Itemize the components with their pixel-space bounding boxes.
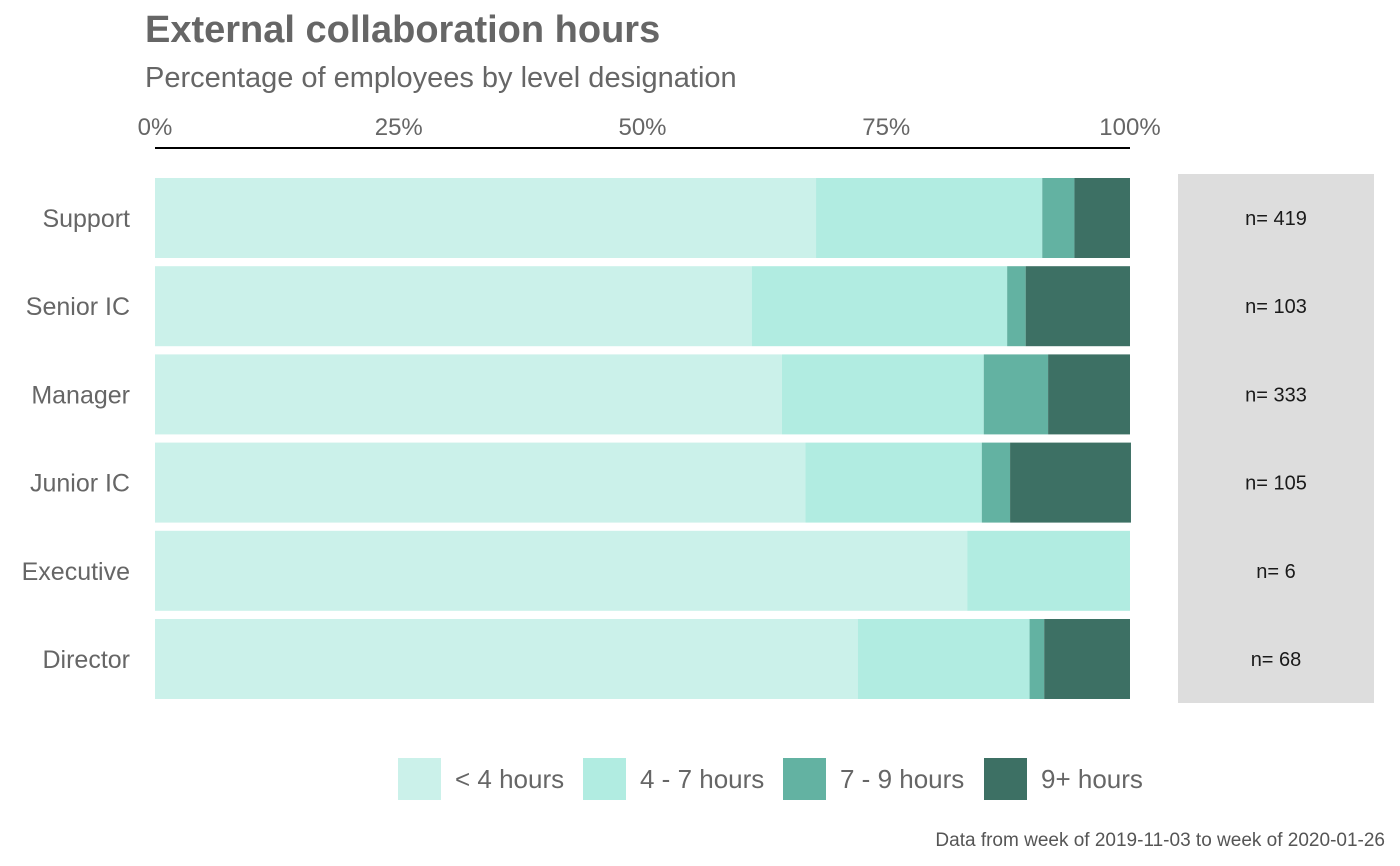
category-label: Manager	[31, 381, 130, 409]
n-label: n= 333	[1245, 384, 1307, 406]
bar-segment-9-hours	[1074, 178, 1130, 258]
x-tick-label: 100%	[1099, 114, 1160, 141]
legend-item-9-hours: 9+ hours	[984, 758, 1143, 800]
bar-segment-9-hours	[1044, 619, 1130, 699]
n-panel: n= 419 n= 103 n= 333 n= 105 n= 6 n= 68	[1178, 174, 1374, 703]
legend-item-7-9-hours: 7 - 9 hours	[783, 758, 964, 800]
x-axis: 0% 25% 50% 75% 100%	[138, 114, 1161, 149]
category-label: Senior IC	[26, 293, 130, 321]
legend-swatch	[398, 758, 441, 800]
legend-item-4-7-hours: 4 - 7 hours	[583, 758, 764, 800]
bar-segment-9-hours	[1025, 266, 1130, 347]
legend: < 4 hours 4 - 7 hours 7 - 9 hours 9+ hours	[398, 758, 1143, 800]
chart-title: External collaboration hours	[145, 9, 660, 51]
legend-swatch	[783, 758, 826, 800]
category-label: Executive	[22, 558, 130, 586]
bar-row-senior-ic: Senior IC	[26, 266, 1130, 347]
bar-segment-4-hours	[155, 530, 968, 611]
category-label: Support	[42, 205, 130, 233]
bar-segment-4-hours	[155, 619, 858, 699]
bar-segment-7-9-hours	[981, 442, 1011, 523]
x-tick-label: 75%	[862, 114, 910, 141]
bar-segment-4-7-hours	[781, 354, 984, 435]
bar-row-support: Support	[42, 178, 1130, 258]
bar-segment-4-7-hours	[967, 530, 1130, 611]
x-tick-label: 50%	[618, 114, 666, 141]
legend-swatch	[583, 758, 626, 800]
bar-segment-4-7-hours	[857, 619, 1030, 699]
bar-row-manager: Manager	[31, 354, 1130, 435]
bar-segment-9-hours	[1048, 354, 1130, 435]
x-tick-label: 25%	[375, 114, 423, 141]
chart-caption: Data from week of 2019-11-03 to week of …	[935, 830, 1385, 851]
bar-segment-4-hours	[155, 178, 817, 258]
bar-segment-4-7-hours	[805, 442, 982, 523]
legend-item-4-hours: < 4 hours	[398, 758, 564, 800]
bar-segment-7-9-hours	[1029, 619, 1045, 699]
bar-segment-9-hours	[1010, 442, 1131, 523]
bar-row-director: Director	[42, 619, 1130, 699]
n-label: n= 68	[1251, 649, 1302, 671]
bar-row-executive: Executive	[22, 530, 1130, 611]
category-label: Junior IC	[30, 470, 130, 498]
bar-segment-4-hours	[155, 442, 806, 523]
legend-label: < 4 hours	[455, 764, 564, 794]
bar-segment-4-7-hours	[751, 266, 1008, 347]
bar-segment-7-9-hours	[983, 354, 1049, 435]
bar-segment-7-9-hours	[1042, 178, 1075, 258]
legend-label: 7 - 9 hours	[840, 764, 964, 794]
legend-label: 4 - 7 hours	[640, 764, 764, 794]
n-label: n= 419	[1245, 208, 1307, 230]
n-label: n= 103	[1245, 296, 1307, 318]
n-label: n= 6	[1256, 561, 1295, 583]
chart-subtitle: Percentage of employees by level designa…	[145, 62, 737, 94]
x-tick-label: 0%	[138, 114, 173, 141]
bar-segment-7-9-hours	[1007, 266, 1026, 347]
legend-label: 9+ hours	[1041, 764, 1143, 794]
n-label: n= 105	[1245, 473, 1307, 495]
bar-segment-4-hours	[155, 354, 782, 435]
bar-segment-4-hours	[155, 266, 752, 347]
bars: Support Senior IC Manager Junior IC Executiv…	[22, 178, 1131, 699]
bar-row-junior-ic: Junior IC	[30, 442, 1131, 523]
bar-segment-4-7-hours	[816, 178, 1043, 258]
category-label: Director	[42, 646, 130, 674]
legend-swatch	[984, 758, 1027, 800]
n-panel-background	[1178, 174, 1374, 703]
